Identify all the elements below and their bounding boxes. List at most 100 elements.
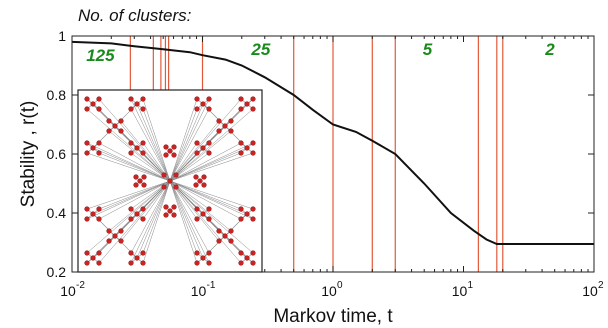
inset-node [206, 96, 212, 102]
inset-node [173, 172, 179, 178]
inset-edge [130, 180, 171, 264]
cluster-count-label: 125 [86, 46, 115, 65]
inset-edge [130, 180, 171, 254]
inset-edge [169, 147, 248, 182]
inset-node [96, 96, 102, 102]
inset-node [216, 238, 222, 244]
inset-node [84, 106, 90, 112]
inset-node [128, 106, 134, 112]
inset-edge [169, 152, 254, 182]
inset-edge [98, 180, 171, 210]
y-tick-label: 0.8 [47, 87, 67, 103]
inset-node [134, 255, 140, 261]
inset-edge [169, 180, 232, 232]
inset-edges [86, 98, 254, 264]
inset-node [84, 96, 90, 102]
inset-node [163, 144, 169, 150]
inset-edge [169, 180, 242, 210]
inset-node [206, 250, 212, 256]
inset-node [96, 206, 102, 212]
inset-node [133, 174, 139, 180]
inset-edge [120, 180, 171, 242]
inset-node [194, 206, 200, 212]
inset-node [96, 140, 102, 146]
inset-node [84, 250, 90, 256]
inset-node [206, 260, 212, 266]
inset-node [194, 96, 200, 102]
inset-edge [169, 98, 242, 182]
inset-edge [169, 180, 198, 254]
inset-edge [86, 108, 171, 182]
inset-node [206, 150, 212, 156]
inset-edge [169, 142, 242, 182]
inset-edge [169, 180, 210, 254]
x-tick-label-exponent: 1 [468, 280, 474, 291]
inset-edge [142, 180, 171, 254]
inset-node [128, 260, 134, 266]
inset-node [128, 206, 134, 212]
inset-node [250, 260, 256, 266]
inset-node [84, 260, 90, 266]
inset-node [106, 238, 112, 244]
stability-curve [71, 40, 594, 245]
inset-nodes [84, 96, 256, 266]
inset-node [96, 250, 102, 256]
inset-edge [169, 98, 198, 182]
inset-node [206, 206, 212, 212]
inset-node [200, 211, 206, 217]
inset-edge [224, 125, 248, 149]
inset-node [228, 118, 234, 124]
inset-node [250, 206, 256, 212]
inset-node [141, 182, 147, 188]
inset-node [194, 216, 200, 222]
inset-node [106, 228, 112, 234]
inset-node [112, 233, 118, 239]
x-tick-label-exponent: -2 [76, 280, 85, 291]
inset-node [90, 211, 96, 217]
inset-edge [224, 103, 248, 127]
inset-node [238, 206, 244, 212]
x-tick-label-base: 10 [321, 283, 337, 299]
inset-node [193, 174, 199, 180]
inset-node [238, 96, 244, 102]
inset-node [206, 140, 212, 146]
inset-node [216, 128, 222, 134]
inset-node [84, 216, 90, 222]
inset-edge [86, 142, 171, 182]
network-graph-inset [77, 89, 263, 273]
inset-edge [92, 125, 116, 149]
inset-node [206, 106, 212, 112]
x-tick-label-base: 10 [60, 283, 76, 299]
y-tick-label: 0.2 [47, 264, 67, 280]
inset-edge [98, 152, 171, 182]
inset-node [238, 250, 244, 256]
inset-edge [169, 98, 210, 182]
inset-node [140, 96, 146, 102]
inset-node [84, 206, 90, 212]
inset-node [128, 96, 134, 102]
inset-node [118, 118, 124, 124]
inset-node [194, 250, 200, 256]
inset-node [84, 140, 90, 146]
inset-edge [169, 108, 254, 182]
inset-node [96, 150, 102, 156]
inset-edge [108, 130, 171, 182]
inset-node [200, 101, 206, 107]
x-tick-label-exponent: 0 [337, 280, 343, 291]
y-tick-label: 0.6 [47, 146, 67, 162]
inset-edge [169, 180, 220, 242]
inset-edge [92, 213, 116, 237]
inset-edge [130, 98, 171, 182]
cluster-count-label: 2 [544, 40, 555, 59]
inset-node [238, 150, 244, 156]
inset-edge [169, 180, 198, 264]
inset-node [244, 255, 250, 261]
inset-node [128, 216, 134, 222]
inset-node [200, 255, 206, 261]
inset-edge [130, 108, 171, 182]
inset-node [161, 184, 167, 190]
y-axis-label: Stability , r(t) [18, 101, 39, 208]
inset-node [194, 140, 200, 146]
inset-edge [136, 180, 171, 259]
cluster-count-label: 5 [423, 40, 433, 59]
